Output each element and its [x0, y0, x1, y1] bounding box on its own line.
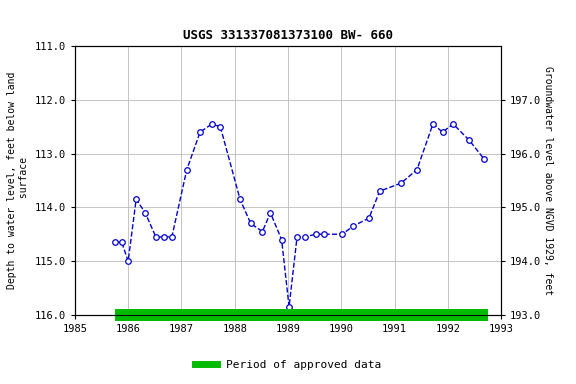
Title: USGS 331337081373100 BW- 660: USGS 331337081373100 BW- 660: [183, 29, 393, 42]
Y-axis label: Groundwater level above NGVD 1929, feet: Groundwater level above NGVD 1929, feet: [543, 66, 552, 295]
Legend: Period of approved data: Period of approved data: [191, 356, 385, 375]
Y-axis label: Depth to water level, feet below land
 surface: Depth to water level, feet below land su…: [7, 72, 29, 289]
